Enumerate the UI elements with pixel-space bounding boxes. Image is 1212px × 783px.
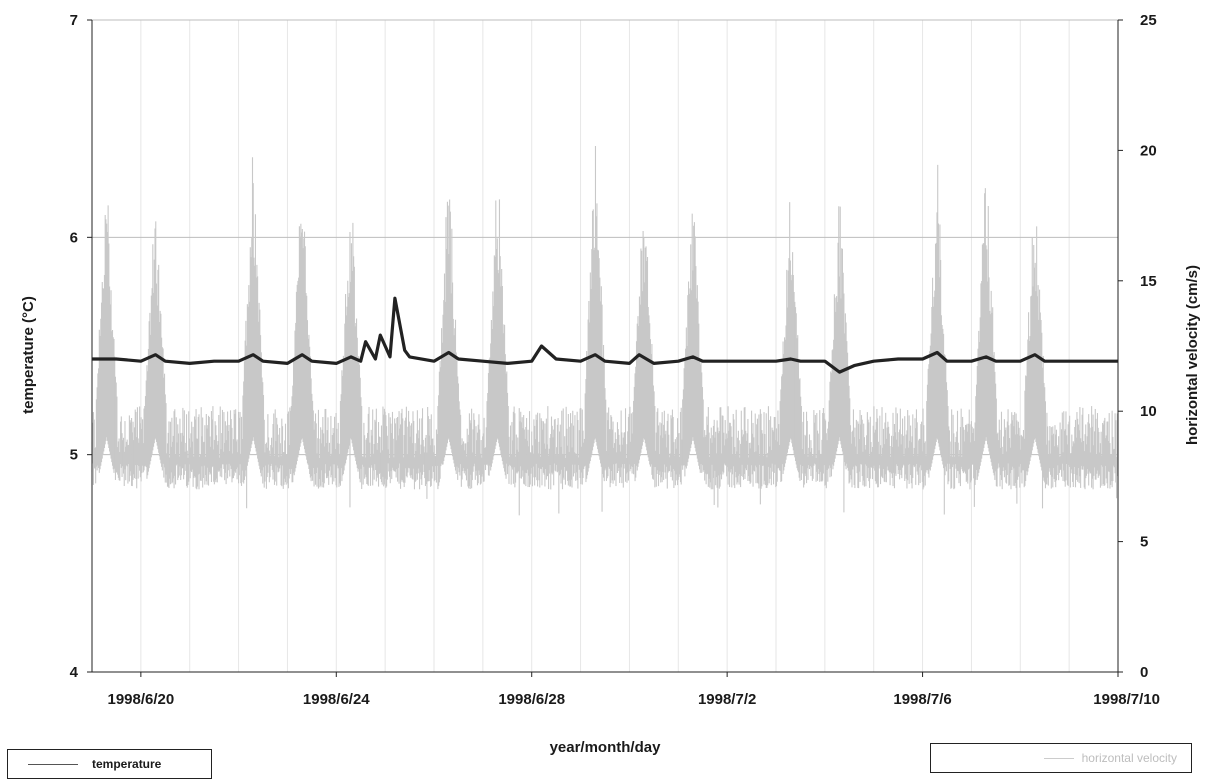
axes xyxy=(91,20,1119,673)
y-left-tick-label: 7 xyxy=(70,12,78,29)
y-right-axis-title: horizontal velocity (cm/s) xyxy=(1184,265,1201,445)
series-horizontal-velocity xyxy=(91,145,1119,516)
y-right-tick-label: 10 xyxy=(1140,403,1157,420)
y-left-axis-title: temperature (°C) xyxy=(20,296,37,414)
x-tick-label: 1998/7/10 xyxy=(1093,691,1160,708)
y-right-tick-label: 15 xyxy=(1140,273,1157,290)
legend-swatch-horizontal-velocity xyxy=(1043,757,1074,759)
x-axis-title: year/month/day xyxy=(550,739,662,756)
x-tick-label: 1998/6/20 xyxy=(107,691,174,708)
y-right-tick-label: 0 xyxy=(1140,664,1148,681)
y-right-tick-label: 5 xyxy=(1140,534,1148,551)
legend-temperature: temperature xyxy=(7,749,212,779)
x-tick-label: 1998/7/6 xyxy=(893,691,951,708)
y-left-tick-label: 5 xyxy=(70,447,78,464)
series-temperature xyxy=(92,296,1118,374)
x-tick-label: 1998/6/28 xyxy=(498,691,565,708)
legend-label-temperature: temperature xyxy=(92,757,162,771)
y-left-tick-label: 4 xyxy=(70,664,79,681)
temperature-line xyxy=(92,296,1118,374)
x-tick-label: 1998/6/24 xyxy=(303,691,370,708)
y-right-tick-label: 25 xyxy=(1140,12,1157,29)
y-left-tick-label: 6 xyxy=(70,229,78,246)
y-right-tick-label: 20 xyxy=(1140,142,1157,159)
legend-swatch-temperature xyxy=(28,763,78,765)
legend-horizontal-velocity: horizontal velocity xyxy=(930,743,1192,773)
x-tick-label: 1998/7/2 xyxy=(698,691,756,708)
tick-labels: 4 5 6 7 0 5 10 15 20 25 1998/6/20 1998/6/24 1998/6/2… xyxy=(70,12,1160,708)
legend-label-horizontal-velocity: horizontal velocity xyxy=(1081,751,1177,765)
